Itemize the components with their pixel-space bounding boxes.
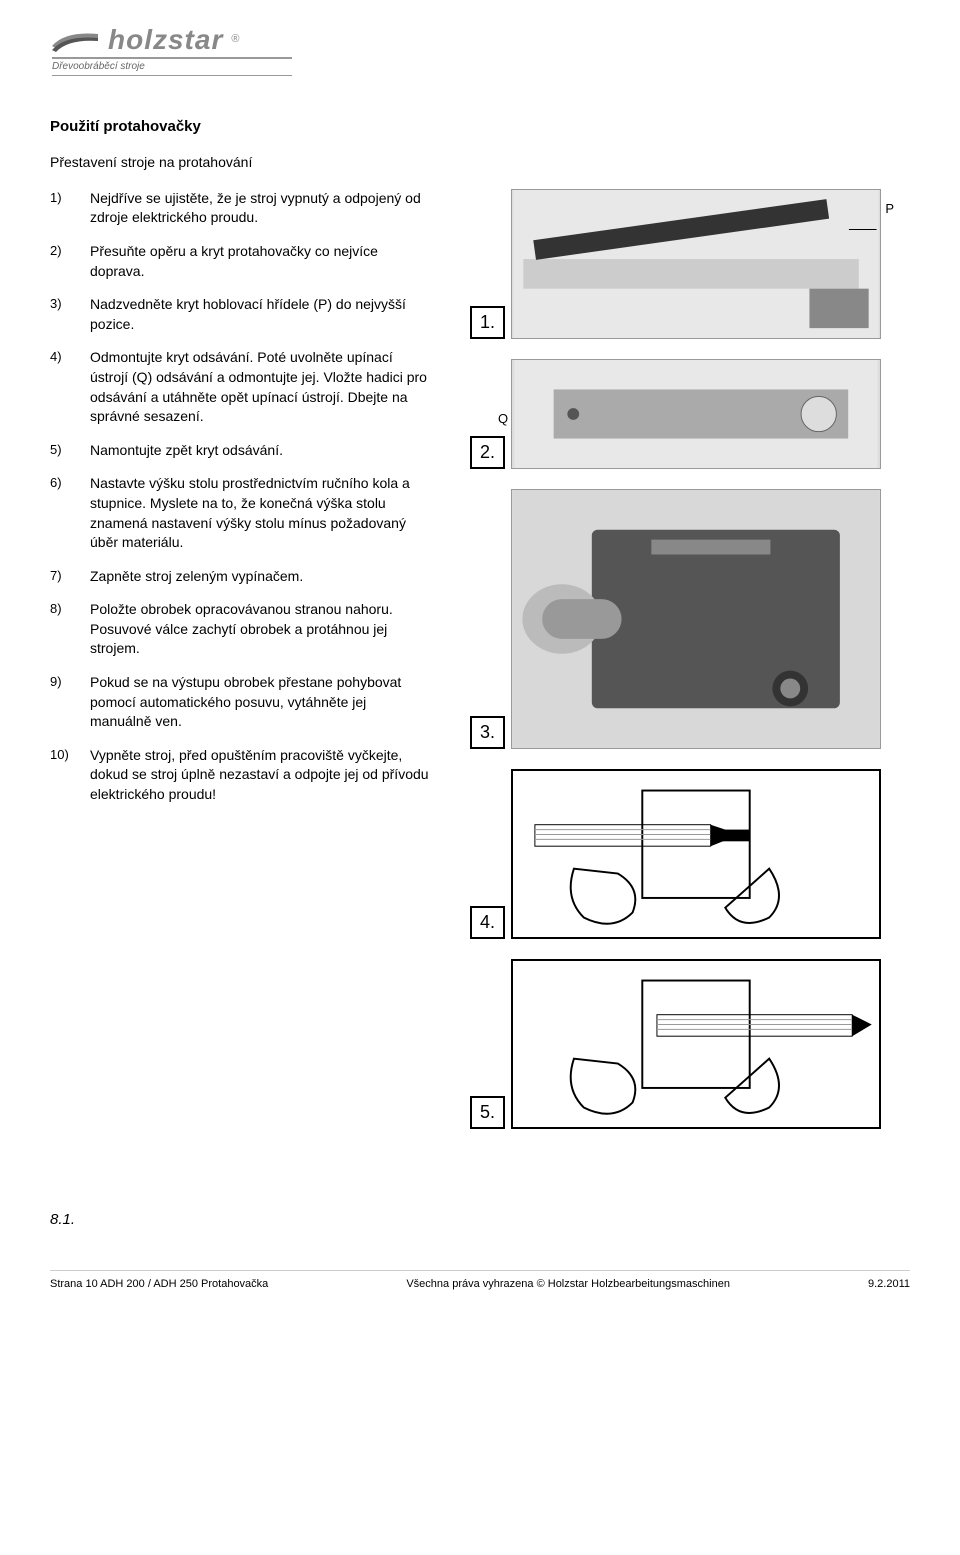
ref-label-p: P [885, 200, 894, 218]
section-number: 8.1. [50, 1209, 910, 1230]
figure: 4. [470, 769, 910, 939]
step-text: Přesuňte opěru a kryt protahovačky co ne… [90, 242, 430, 281]
figure: 3. [470, 489, 910, 749]
brand-logo: holzstar ® [50, 20, 910, 59]
step-text: Nejdříve se ujistěte, že je stroj vypnut… [90, 189, 430, 228]
footer-left: Strana 10 ADH 200 / ADH 250 Protahovačka [50, 1277, 268, 1292]
step-number: 9) [50, 673, 90, 732]
step-item: 4) Odmontujte kryt odsávání. Poté uvolně… [50, 348, 430, 426]
figure-label: 5. [470, 1096, 505, 1129]
figure-label: 3. [470, 716, 505, 749]
step-item: 6) Nastavte výšku stolu prostřednictvím … [50, 474, 430, 552]
ref-label-q: Q [498, 410, 508, 428]
step-item: 7) Zapněte stroj zeleným vypínačem. [50, 567, 430, 587]
step-item: 3) Nadzvedněte kryt hoblovací hřídele (P… [50, 295, 430, 334]
page-header: holzstar ® Dřevoobráběcí stroje [50, 20, 910, 76]
step-number: 7) [50, 567, 90, 587]
step-item: 8) Položte obrobek opracovávanou stranou… [50, 600, 430, 659]
step-number: 4) [50, 348, 90, 426]
swoosh-icon [50, 26, 100, 54]
figure: 1. P [470, 189, 910, 339]
registered-icon: ® [231, 32, 239, 47]
content-area: 1) Nejdříve se ujistěte, že je stroj vyp… [50, 189, 910, 1149]
brand-name: holzstar [108, 20, 223, 59]
figure-label: 2. [470, 436, 505, 469]
page-title: Použití protahovačky [50, 116, 910, 137]
step-number: 8) [50, 600, 90, 659]
step-number: 3) [50, 295, 90, 334]
step-item: 2) Přesuňte opěru a kryt protahovačky co… [50, 242, 430, 281]
step-item: 5) Namontujte zpět kryt odsávání. [50, 441, 430, 461]
step-number: 2) [50, 242, 90, 281]
brand-tagline: Dřevoobráběcí stroje [52, 57, 292, 76]
step-number: 1) [50, 189, 90, 228]
figure-image [511, 489, 881, 749]
figure: 5. [470, 959, 910, 1129]
step-text: Pokud se na výstupu obrobek přestane poh… [90, 673, 430, 732]
figure-label: 1. [470, 306, 505, 339]
step-text: Namontujte zpět kryt odsávání. [90, 441, 430, 461]
footer-right: 9.2.2011 [868, 1277, 910, 1292]
page-subtitle: Přestavení stroje na protahování [50, 153, 910, 173]
step-item: 1) Nejdříve se ujistěte, že je stroj vyp… [50, 189, 430, 228]
figure-label: 4. [470, 906, 505, 939]
step-text: Nadzvedněte kryt hoblovací hřídele (P) d… [90, 295, 430, 334]
step-text: Odmontujte kryt odsávání. Poté uvolněte … [90, 348, 430, 426]
figure: 2. Q [470, 359, 910, 469]
step-number: 6) [50, 474, 90, 552]
step-text: Zapněte stroj zeleným vypínačem. [90, 567, 430, 587]
steps-column: 1) Nejdříve se ujistěte, že je stroj vyp… [50, 189, 430, 1149]
figures-column: 1. P 2. Q [450, 189, 910, 1149]
step-number: 10) [50, 746, 90, 805]
step-item: 9) Pokud se na výstupu obrobek přestane … [50, 673, 430, 732]
figure-image: P [511, 189, 881, 339]
figure-image: Q [511, 359, 881, 469]
step-text: Položte obrobek opracovávanou stranou na… [90, 600, 430, 659]
footer-center: Všechna práva vyhrazena © Holzstar Holzb… [406, 1277, 730, 1292]
step-text: Vypněte stroj, před opuštěním pracoviště… [90, 746, 430, 805]
figure-image [511, 769, 881, 939]
step-text: Nastavte výšku stolu prostřednictvím ruč… [90, 474, 430, 552]
step-number: 5) [50, 441, 90, 461]
page-footer: Strana 10 ADH 200 / ADH 250 Protahovačka… [50, 1270, 910, 1292]
figure-image [511, 959, 881, 1129]
step-item: 10) Vypněte stroj, před opuštěním pracov… [50, 746, 430, 805]
